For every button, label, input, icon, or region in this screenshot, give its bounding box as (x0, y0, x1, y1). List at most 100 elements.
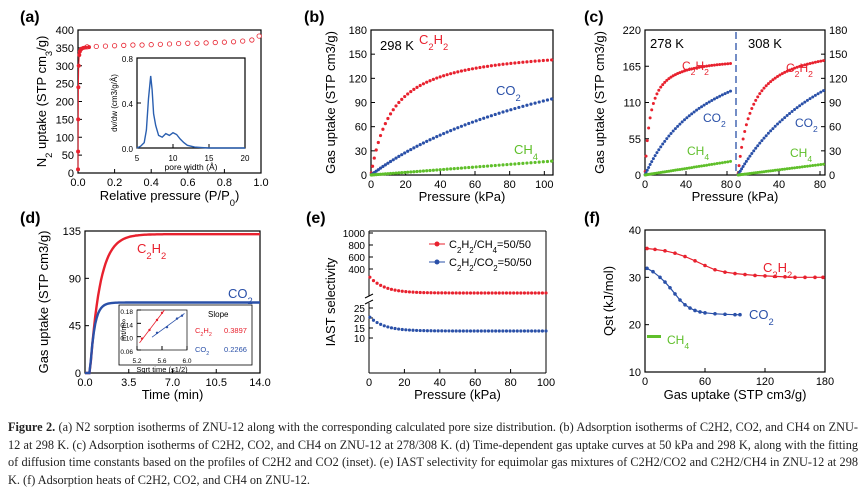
qst-point-c2h2 (645, 246, 649, 251)
series-point-ch4 (418, 169, 422, 173)
series-point-co2 (386, 161, 390, 165)
series-point-c2h2 (485, 64, 490, 68)
series-point-co2 (645, 168, 649, 172)
series-point-c2h2 (750, 107, 754, 111)
selectivity-point-c2h2-co2 (386, 325, 390, 329)
series-point-co2 (394, 156, 398, 160)
series-point-co2 (452, 127, 456, 131)
series-point-ch4 (778, 168, 782, 172)
series-point-c2h2 (517, 60, 521, 65)
xtick-f-label: 120 (756, 376, 774, 388)
series-label-co2-d: CO2 (228, 286, 253, 306)
series-point-ch4 (445, 167, 449, 171)
inset-xtick-a-label: 10 (169, 154, 178, 163)
series-point-ch4 (793, 166, 797, 170)
xtick-d-label: 14.0 (249, 377, 270, 389)
series-point-co2 (489, 114, 493, 118)
ytick-e-upper-label: 600 (348, 253, 365, 264)
series-point-ch4 (776, 168, 780, 172)
selectivity-point-c2h2-ch4 (458, 291, 462, 295)
series-point-c2h2 (762, 86, 766, 90)
series-point-co2 (798, 104, 802, 108)
series-point-co2 (771, 127, 775, 131)
selectivity-point-c2h2-ch4 (432, 291, 437, 295)
series-point-ch4 (452, 167, 456, 171)
n2-desorption-point (102, 43, 109, 49)
series-point-c2h2 (467, 67, 471, 72)
series-point-c2h2 (712, 63, 716, 67)
selectivity-point-c2h2-co2 (508, 329, 512, 333)
qst-point-co2 (683, 302, 687, 307)
series-point-c2h2 (661, 83, 665, 87)
selectivity-point-c2h2-co2 (501, 329, 505, 333)
series-point-ch4 (545, 159, 550, 164)
series-point-ch4 (773, 168, 777, 172)
ytick-c-right-label: 150 (829, 49, 847, 61)
series-point-co2 (740, 167, 744, 171)
selectivity-point-c2h2-ch4 (371, 278, 376, 283)
series-point-ch4 (383, 172, 387, 176)
ytick-b-label: 120 (349, 73, 367, 85)
qst-point-co2 (651, 269, 655, 274)
selectivity-point-c2h2-ch4 (504, 291, 509, 295)
series-label-c2h2-308: C2H2 (786, 61, 813, 79)
series-point-ch4 (406, 170, 410, 174)
series-point-c2h2 (645, 139, 649, 143)
series-point-ch4 (783, 167, 787, 171)
series-point-c2h2 (758, 92, 762, 96)
series-point-co2 (680, 120, 684, 124)
xtick-b-label: 60 (469, 179, 481, 191)
ytick-b-label: 30 (355, 146, 367, 158)
series-point-c2h2 (397, 100, 401, 105)
selectivity-point-c2h2-co2 (526, 329, 530, 333)
xlabel-c: Pressure (kPa) (692, 189, 779, 204)
series-point-co2 (811, 95, 815, 99)
qst-point-c2h2 (783, 275, 787, 279)
uptake-curve-co2 (85, 301, 260, 375)
series-point-co2 (418, 143, 422, 147)
ytick-c-left-label: 0 (635, 170, 641, 182)
series-point-co2 (521, 104, 525, 108)
selectivity-point-c2h2-co2 (540, 329, 545, 333)
series-point-c2h2 (811, 61, 815, 65)
series-label-co2-278: CO2 (703, 111, 726, 129)
series-point-ch4 (537, 160, 541, 164)
series-point-ch4 (391, 171, 395, 175)
xlabel-e: Pressure (kPa) (414, 387, 501, 402)
series-point-c2h2 (697, 65, 701, 69)
series-point-c2h2 (400, 97, 404, 101)
series-point-c2h2 (513, 61, 517, 65)
series-point-c2h2 (493, 63, 497, 67)
series-point-ch4 (723, 160, 727, 164)
n2-desorption-point (212, 39, 218, 46)
selectivity-point-c2h2-co2 (504, 329, 509, 333)
n2-adsorption-point (76, 167, 81, 172)
series-point-co2 (650, 160, 654, 164)
series-point-ch4 (707, 163, 711, 167)
series-point-c2h2 (771, 78, 775, 82)
qst-point-c2h2 (713, 267, 717, 272)
qst-point-c2h2 (821, 275, 825, 280)
series-point-co2 (715, 96, 719, 100)
series-point-c2h2 (710, 63, 714, 67)
series-point-co2 (685, 116, 689, 120)
selectivity-point-c2h2-co2 (515, 329, 519, 333)
ytick-c-left-label: 220 (623, 25, 641, 37)
series-point-ch4 (771, 169, 775, 173)
series-point-co2 (743, 162, 747, 166)
series-point-ch4 (695, 165, 699, 169)
selectivity-point-c2h2-co2 (468, 329, 473, 333)
series-point-co2 (505, 109, 509, 113)
selectivity-point-c2h2-co2 (425, 329, 429, 333)
qst-point-c2h2 (793, 275, 797, 280)
series-point-co2 (816, 92, 820, 96)
qst-point-c2h2 (763, 274, 767, 278)
selectivity-point-c2h2-ch4 (393, 288, 397, 292)
series-point-co2 (762, 136, 766, 140)
series-point-ch4 (671, 169, 675, 173)
series-label-co2-f: CO2 (749, 307, 774, 327)
ytick-a-label: 100 (56, 132, 74, 144)
xtick-c-right-label: 40 (773, 179, 785, 191)
inset-xtick-a-label: 5 (135, 154, 140, 163)
series-point-c2h2 (374, 148, 378, 152)
